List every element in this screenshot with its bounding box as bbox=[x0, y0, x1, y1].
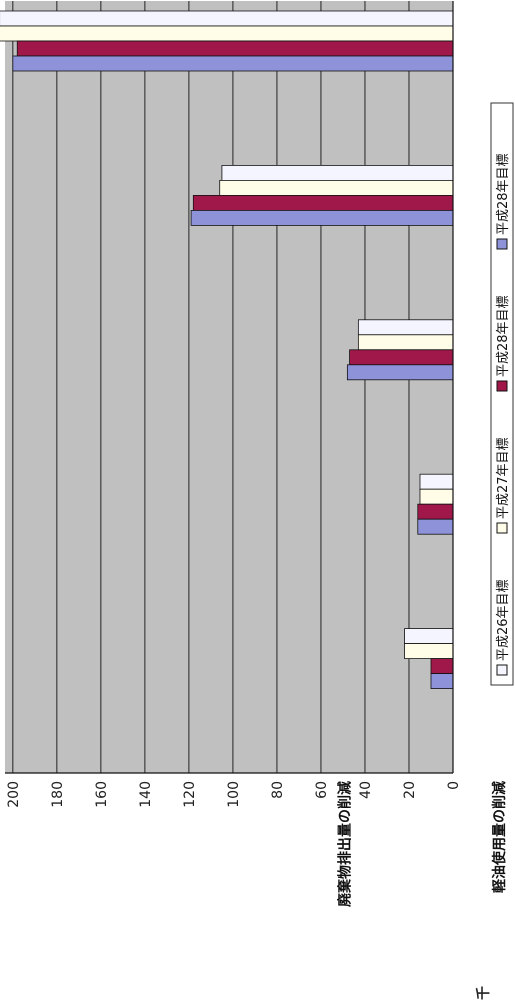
y-tick-label: 200 bbox=[6, 781, 22, 808]
plot-area bbox=[5, 1, 453, 773]
bar bbox=[219, 180, 454, 196]
y-unit-label: 千 bbox=[475, 986, 492, 1000]
bar bbox=[357, 319, 454, 336]
y-tick-labels: 0 20 40 60 80 100 120 140 160 180 200 bbox=[6, 781, 462, 808]
bar bbox=[190, 210, 454, 226]
bar bbox=[419, 473, 454, 490]
bar bbox=[0, 10, 454, 27]
y-tick-label: 20 bbox=[402, 781, 418, 799]
bar bbox=[349, 349, 454, 366]
y-tick-label: 120 bbox=[182, 781, 198, 808]
bar bbox=[16, 40, 454, 57]
bar bbox=[192, 195, 454, 211]
bar bbox=[417, 503, 454, 520]
legend-entry: 平成28年目標 bbox=[496, 153, 511, 235]
legend-entry: 平成27年目標 bbox=[496, 437, 511, 519]
legend-swatch bbox=[496, 238, 508, 250]
legend-swatch bbox=[496, 664, 508, 676]
category-label: 廃棄物排出量の削減 bbox=[336, 781, 353, 907]
y-tick-label: 180 bbox=[50, 781, 66, 808]
y-tick-label: 0 bbox=[446, 781, 462, 790]
y-tick-label: 100 bbox=[226, 781, 242, 808]
legend-swatch bbox=[496, 380, 508, 392]
category-labels: 二酸化炭素排出量の削減電気使用量の削減ガソリン使用量の削減軽油使用量の削減廃棄物… bbox=[336, 781, 508, 907]
bar bbox=[417, 518, 454, 535]
bar bbox=[419, 488, 454, 505]
bar bbox=[404, 643, 454, 660]
y-tick-label: 140 bbox=[138, 781, 154, 808]
bar bbox=[404, 628, 454, 645]
legend-swatch bbox=[496, 522, 508, 534]
y-tick-label: 60 bbox=[314, 781, 330, 799]
bar bbox=[0, 25, 454, 42]
gridlines bbox=[12, 1, 410, 773]
bar bbox=[221, 165, 454, 181]
bar bbox=[12, 55, 454, 72]
legend-entry: 平成26年目標 bbox=[496, 579, 511, 661]
y-tick-label: 80 bbox=[270, 781, 286, 799]
bar bbox=[357, 334, 454, 351]
axes bbox=[5, 1, 454, 774]
y-tick-label: 40 bbox=[358, 781, 374, 799]
legend-entry: 平成28年目標 bbox=[496, 295, 511, 377]
y-tick-label: 160 bbox=[94, 781, 110, 808]
bar bbox=[430, 673, 454, 690]
bar bbox=[346, 364, 454, 381]
category-label: 軽油使用量の削減 bbox=[491, 781, 508, 893]
bar bbox=[430, 658, 454, 675]
